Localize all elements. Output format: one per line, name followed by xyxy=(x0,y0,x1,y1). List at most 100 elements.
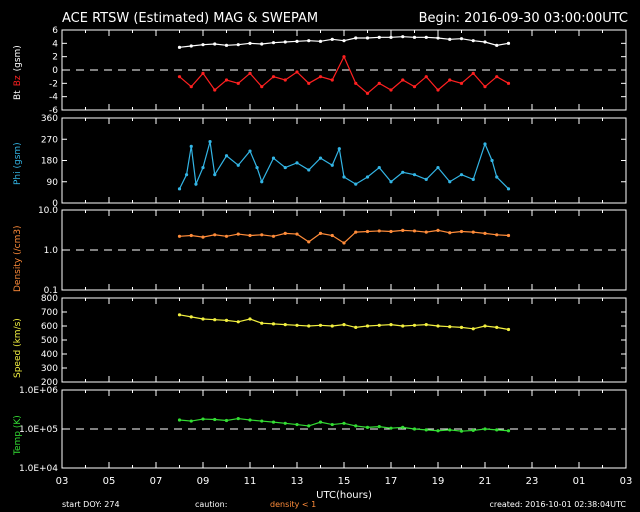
data-point-phi xyxy=(260,180,264,184)
panel-speed-ticks: 800 700 600 500 400 300 200 xyxy=(41,294,627,388)
data-point-speed xyxy=(412,323,417,327)
ytick-label: 90 xyxy=(47,178,59,188)
data-point-speed xyxy=(330,324,334,328)
panel-speed: 800 700 600 500 400 300 200 Speed (km/s) xyxy=(13,294,627,388)
xtick-label: 03 xyxy=(56,476,69,487)
ytick-label: 360 xyxy=(41,114,58,124)
ylabel-bz: Bz xyxy=(13,75,23,86)
xtick-label: 15 xyxy=(338,476,351,487)
data-point-density xyxy=(248,233,252,238)
ytick-label: 500 xyxy=(41,336,58,346)
data-point-bt xyxy=(495,43,499,47)
data-point-temp xyxy=(354,424,358,428)
caution-label: caution: xyxy=(195,500,227,509)
data-point-phi xyxy=(330,163,334,167)
data-point-phi xyxy=(184,173,189,177)
data-point-bt xyxy=(365,36,370,40)
data-point-speed xyxy=(318,323,323,327)
data-point-temp xyxy=(483,427,487,431)
data-point-temp xyxy=(342,421,346,425)
ytick-label: 6 xyxy=(52,26,58,36)
xtick-label: 01 xyxy=(573,476,586,487)
data-point-phi xyxy=(495,175,499,179)
data-point-density xyxy=(189,233,193,238)
panel-temp-marks xyxy=(177,416,511,433)
data-point-bt xyxy=(318,39,323,43)
xtick-label: 19 xyxy=(432,476,445,487)
data-point-temp xyxy=(224,418,229,423)
data-point-density xyxy=(236,232,240,236)
data-point-phi xyxy=(459,173,464,177)
ytick-label: 180 xyxy=(41,157,58,167)
data-point-bz xyxy=(412,85,417,89)
data-point-bt xyxy=(412,35,417,39)
data-point-phi xyxy=(436,165,440,170)
data-point-bz xyxy=(365,91,370,95)
data-point-phi xyxy=(189,144,193,148)
data-point-speed xyxy=(471,327,475,331)
data-point-phi xyxy=(295,161,299,165)
data-point-temp xyxy=(389,426,393,430)
data-point-density xyxy=(224,234,229,238)
data-point-density xyxy=(401,228,405,232)
data-point-density xyxy=(389,229,393,234)
data-point-bt xyxy=(248,41,252,45)
data-point-speed xyxy=(483,324,487,328)
data-point-phi xyxy=(424,177,428,181)
panel-temp-ticks: 1.0E+06 1.0E+05 1.0E+04 xyxy=(19,386,627,474)
panel-speed-ylabel: Speed (km/s) xyxy=(13,318,23,378)
data-point-bt xyxy=(177,45,182,49)
data-point-phi xyxy=(337,147,341,151)
data-point-bz xyxy=(236,81,240,85)
data-point-phi xyxy=(318,156,323,160)
data-point-bz xyxy=(295,70,299,74)
data-point-phi xyxy=(448,180,452,184)
ytick-label: 800 xyxy=(41,294,58,304)
xtick-label: 17 xyxy=(385,476,398,487)
data-point-bz xyxy=(401,78,405,82)
data-point-bz xyxy=(283,78,287,82)
data-point-speed xyxy=(448,325,452,329)
data-point-temp xyxy=(307,424,311,428)
data-point-phi xyxy=(401,170,405,174)
data-point-phi xyxy=(208,140,212,144)
data-point-temp xyxy=(213,417,217,422)
data-point-density xyxy=(354,230,358,234)
data-point-speed xyxy=(342,323,346,327)
data-point-speed xyxy=(354,325,358,329)
data-point-temp xyxy=(459,429,464,433)
data-point-density xyxy=(506,233,511,238)
panel-density-marks xyxy=(177,228,511,245)
data-point-density xyxy=(424,230,428,234)
data-point-density xyxy=(483,231,487,236)
data-point-temp xyxy=(401,425,405,429)
data-point-speed xyxy=(424,323,428,327)
data-point-density xyxy=(213,233,217,237)
data-point-temp xyxy=(424,428,428,432)
panel-density-ticks: 10.0 1.0 0.1 xyxy=(38,206,627,296)
xtick-label: 09 xyxy=(197,476,210,487)
data-point-density xyxy=(459,229,464,234)
ytick-label: 1.0E+06 xyxy=(19,386,58,396)
data-point-density xyxy=(495,233,499,237)
data-point-speed xyxy=(201,317,205,321)
data-point-speed xyxy=(436,324,440,328)
data-point-bt xyxy=(459,37,464,41)
data-point-phi xyxy=(412,173,417,177)
data-point-bz xyxy=(318,75,323,79)
panel-mag-marks xyxy=(177,35,511,95)
data-point-bt xyxy=(506,41,511,45)
data-point-bt xyxy=(283,40,287,44)
data-point-bz xyxy=(260,85,264,89)
data-point-speed xyxy=(365,324,370,328)
data-point-speed xyxy=(377,323,381,327)
data-point-bz xyxy=(271,75,276,79)
data-point-bt xyxy=(330,37,334,41)
ytick-label: 400 xyxy=(41,350,58,360)
data-point-bt xyxy=(354,36,358,40)
data-point-speed xyxy=(177,313,182,317)
data-point-temp xyxy=(471,428,475,433)
data-point-phi xyxy=(283,165,287,170)
data-point-bt xyxy=(213,42,217,46)
